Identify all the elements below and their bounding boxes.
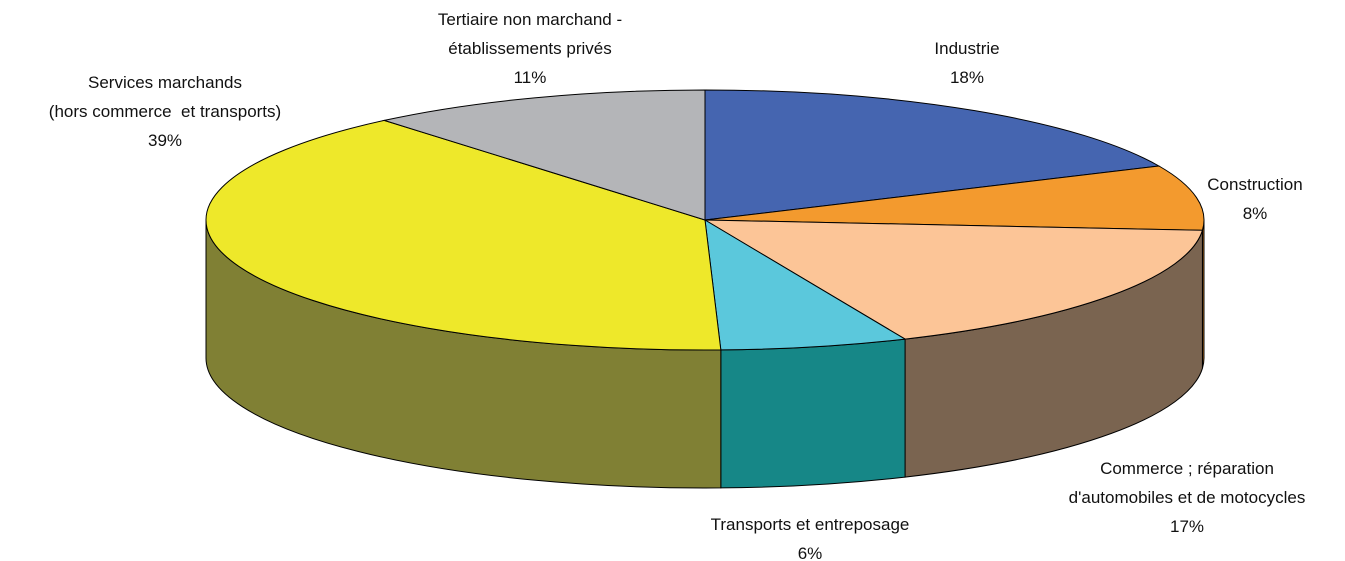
category-name: Commerce ; réparation d'automobiles et d… <box>1068 459 1306 507</box>
slice-label: Industrie 18% <box>934 34 999 92</box>
category-name: Services marchands (hors commerce et tra… <box>48 73 282 121</box>
slice-label: Construction 8% <box>1207 170 1302 228</box>
percent-label: 17% <box>1169 517 1205 536</box>
pie-slice <box>703 219 1204 340</box>
pie-slice <box>704 165 1205 231</box>
pie-slice <box>704 219 907 351</box>
pie-side <box>720 338 906 489</box>
slice-label: Tertiaire non marchand - établissements … <box>438 5 622 92</box>
pie-slice <box>704 89 1161 221</box>
slice-label: Services marchands (hors commerce et tra… <box>49 68 281 155</box>
percent-label: 6% <box>797 544 823 561</box>
slice-label: Transports et entreposage 6% <box>711 510 910 561</box>
percent-label: 11% <box>513 68 547 87</box>
pie-slice <box>205 119 722 351</box>
percent-label: 8% <box>1242 204 1268 223</box>
category-name: Construction <box>1207 175 1303 194</box>
percent-label: 18% <box>949 68 985 87</box>
category-name: Tertiaire non marchand - établissements … <box>437 10 623 58</box>
category-name: Industrie <box>934 39 1000 58</box>
percent-label: 39% <box>147 131 183 150</box>
pie-slice <box>382 89 706 221</box>
slice-label: Commerce ; réparation d'automobiles et d… <box>1069 454 1306 541</box>
category-name: Transports et entreposage <box>710 515 910 534</box>
